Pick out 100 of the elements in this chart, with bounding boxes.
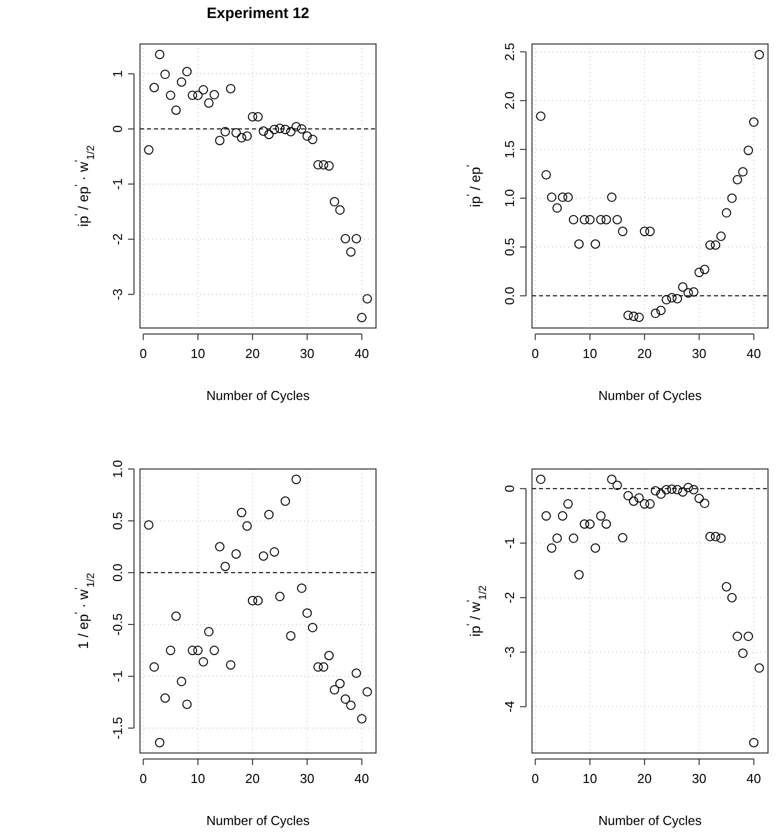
point xyxy=(313,662,323,672)
x-tick-label: 0 xyxy=(140,346,147,361)
point xyxy=(552,534,562,543)
point xyxy=(182,66,192,76)
point xyxy=(220,126,230,136)
point xyxy=(193,646,203,656)
point xyxy=(253,112,263,122)
point xyxy=(536,474,546,484)
y-tick-label: -3 xyxy=(502,646,517,658)
x-tick-label: 10 xyxy=(190,346,206,361)
y-tick-label: 0.5 xyxy=(110,512,125,530)
point xyxy=(623,310,633,320)
point xyxy=(297,124,306,134)
point xyxy=(242,521,252,531)
point xyxy=(248,112,258,122)
point xyxy=(166,646,176,656)
point xyxy=(716,534,726,543)
point xyxy=(623,491,633,500)
point xyxy=(672,294,682,304)
y-tick-label: 1.0 xyxy=(110,460,125,478)
point xyxy=(585,519,595,529)
point xyxy=(558,511,568,521)
point xyxy=(705,532,715,542)
point xyxy=(689,485,698,494)
point xyxy=(667,484,677,494)
point xyxy=(552,203,562,213)
point xyxy=(236,508,246,518)
point xyxy=(335,205,345,215)
point xyxy=(662,295,672,304)
point xyxy=(536,112,546,121)
point xyxy=(357,312,366,322)
point xyxy=(580,214,590,224)
point xyxy=(154,50,164,60)
x-tick-label: 40 xyxy=(354,346,370,361)
point xyxy=(662,485,672,494)
point xyxy=(710,240,720,250)
y-tick-label: 0.0 xyxy=(502,286,517,305)
point xyxy=(171,611,181,621)
x-axis-title: Number of Cycles xyxy=(206,813,310,828)
point xyxy=(722,208,732,218)
point xyxy=(596,214,606,224)
x-axis-title: Number of Cycles xyxy=(598,813,702,828)
point xyxy=(678,487,688,497)
y-tick-label: -2 xyxy=(110,233,125,245)
point xyxy=(634,493,644,503)
point xyxy=(154,738,164,748)
y-tick-label: -2 xyxy=(502,592,517,604)
point xyxy=(292,474,301,484)
point xyxy=(308,622,318,632)
point xyxy=(176,77,186,87)
x-tick-label: 10 xyxy=(190,771,206,786)
y-tick-label: 0.5 xyxy=(502,238,517,256)
point xyxy=(286,631,296,641)
point xyxy=(330,197,340,206)
x-tick-label: 20 xyxy=(245,346,260,361)
y-tick-label: 2.0 xyxy=(502,92,517,110)
point xyxy=(754,663,764,673)
point xyxy=(738,167,748,177)
point xyxy=(678,282,688,292)
point xyxy=(330,685,340,694)
point xyxy=(144,145,154,155)
point xyxy=(672,485,682,494)
point xyxy=(574,570,584,580)
point xyxy=(308,134,318,144)
point xyxy=(264,130,274,140)
point xyxy=(596,511,606,521)
point xyxy=(650,486,660,496)
x-tick-label: 10 xyxy=(582,771,598,786)
point xyxy=(607,192,616,202)
point xyxy=(324,650,334,660)
point xyxy=(150,662,159,672)
point xyxy=(602,519,611,529)
x-tick-label: 40 xyxy=(746,771,762,786)
point xyxy=(160,693,170,703)
point xyxy=(580,519,590,529)
point xyxy=(171,105,181,115)
point xyxy=(144,520,154,530)
point xyxy=(313,160,323,170)
point xyxy=(335,678,345,688)
point xyxy=(253,596,263,606)
point xyxy=(280,496,290,506)
point xyxy=(684,482,693,492)
point xyxy=(210,90,219,100)
point xyxy=(362,687,372,697)
point xyxy=(357,714,366,724)
y-tick-label: -0.5 xyxy=(110,613,125,636)
point xyxy=(204,627,214,636)
point xyxy=(318,662,328,672)
x-tick-label: 20 xyxy=(245,771,260,786)
point xyxy=(193,90,203,100)
point xyxy=(749,738,758,748)
y-tick-label: 0 xyxy=(502,485,517,492)
point xyxy=(340,234,350,244)
point xyxy=(722,582,732,592)
y-tick-label: 0 xyxy=(110,125,125,133)
point xyxy=(270,124,280,134)
point xyxy=(297,583,306,593)
y-tick-label: -1.5 xyxy=(110,716,125,740)
x-tick-label: 40 xyxy=(746,346,762,361)
point xyxy=(275,124,285,134)
